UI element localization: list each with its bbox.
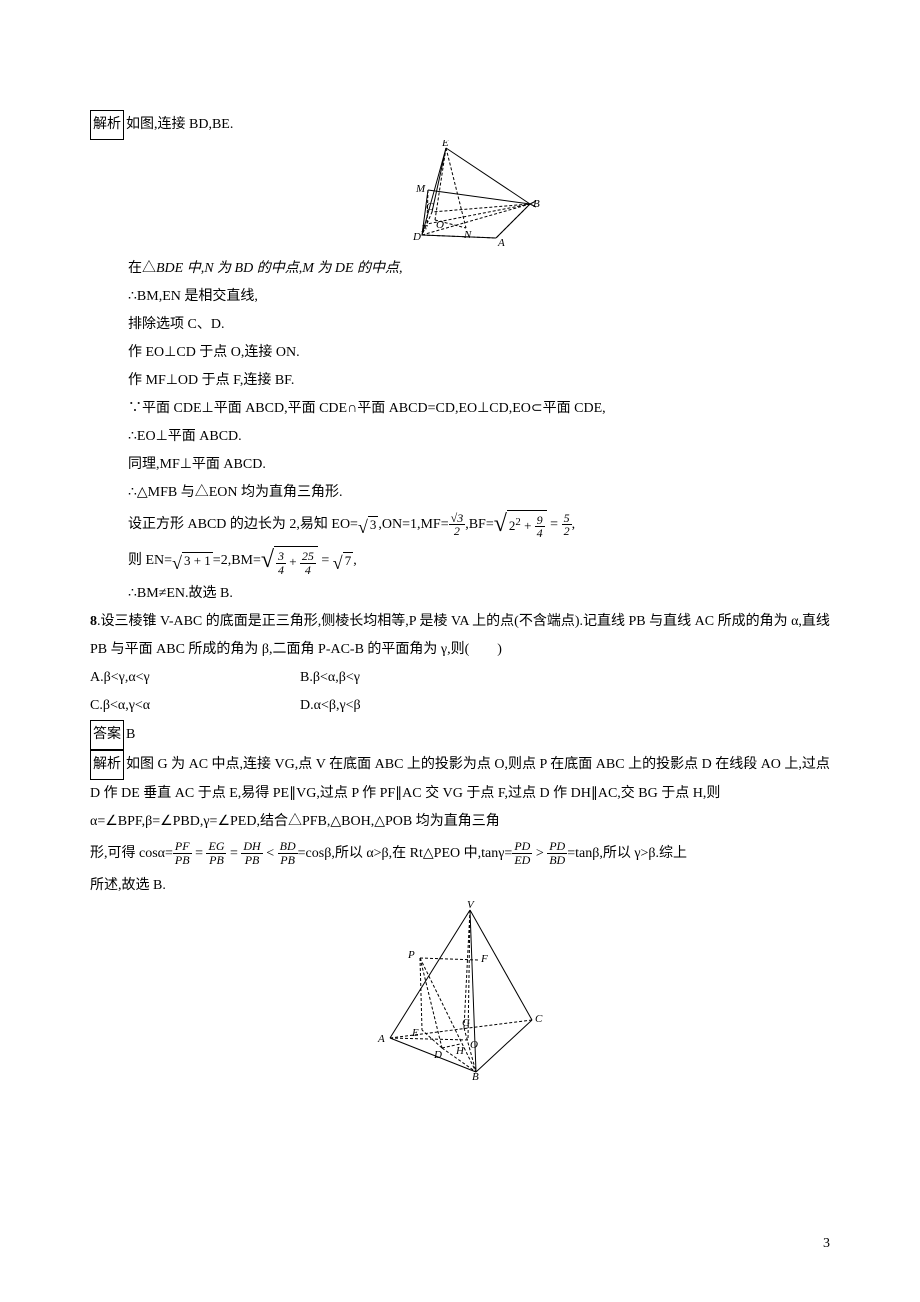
gt1: > (532, 846, 547, 861)
svg-text:H: H (455, 1045, 465, 1057)
sol7-step6: ∵平面 CDE⊥平面 ABCD,平面 CDE∩平面 ABCD=CD,EO⊥CD,… (90, 395, 830, 423)
q8-text: .设三棱锥 V-ABC 的底面是正三角形,侧棱长均相等,P 是棱 VA 上的点(… (90, 614, 830, 657)
eq1: = (192, 846, 207, 861)
sqrt-3: √3 (358, 516, 378, 534)
c2e: , (353, 553, 357, 568)
c2b: =2,BM= (213, 553, 261, 568)
figure-7: E B A D C M F O N (90, 140, 830, 255)
sol7-s1b: BDE 中,N 为 BD 的中点,M 为 DE 的中点, (156, 261, 403, 276)
svg-text:D: D (433, 1049, 442, 1061)
answer-label: 答案 (90, 720, 124, 750)
svg-text:E: E (441, 140, 449, 149)
svg-text:D: D (412, 231, 421, 243)
sol7-calc1: 设正方形 ABCD 的边长为 2,易知 EO=√3,ON=1,MF=√32,BF… (90, 507, 830, 543)
svg-text:A: A (497, 237, 505, 249)
q8-optB: B.β<α,β<γ (300, 664, 510, 692)
q8-num: 8 (90, 614, 97, 629)
frac-pf-pb: PFPB (173, 840, 192, 866)
frac-dh-pb: DHPB (241, 840, 262, 866)
sol7-step2: ∴BM,EN 是相交直线, (90, 283, 830, 311)
q8-answer: 答案B (90, 720, 830, 750)
svg-text:V: V (467, 900, 475, 911)
frac-pd-ed: PDED (512, 840, 532, 866)
sol7-step5: 作 MF⊥OD 于点 F,连接 BF. (90, 367, 830, 395)
page: 解析如图,连接 BD,BE. E (0, 0, 920, 1302)
sol7-step7: ∴EO⊥平面 ABCD. (90, 423, 830, 451)
q8b1: 形,可得 cosα= (90, 846, 173, 861)
figure-8-svg: V A B C P F E G D H O (370, 900, 550, 1080)
q8-optA: A.β<γ,α<γ (90, 664, 300, 692)
svg-text:E: E (411, 1027, 419, 1039)
frac-mf: √32 (449, 512, 466, 538)
sol7-step8: 同理,MF⊥平面 ABCD. (90, 451, 830, 479)
q8-analysis-c: 所述,故选 B. (90, 872, 830, 900)
q8-choices-row1: A.β<γ,α<γ B.β<α,β<γ (90, 664, 830, 692)
frac-eg-pb: EGPB (206, 840, 226, 866)
q8-choices-row2: C.β<α,γ<α D.α<β,γ<β (90, 692, 830, 720)
q8-optD: D.α<β,γ<β (300, 692, 510, 720)
svg-text:O: O (470, 1039, 478, 1051)
svg-text:A: A (377, 1033, 385, 1045)
q8-optC: C.β<α,γ<α (90, 692, 300, 720)
figure-8: V A B C P F E G D H O (90, 900, 830, 1085)
c1d: = (547, 517, 562, 532)
q8b2: =cosβ,所以 α>β,在 Rt△PEO 中,tanγ= (298, 846, 513, 861)
analysis-label: 解析 (90, 110, 124, 140)
c1b: ,ON=1,MF= (378, 517, 448, 532)
c1a: 设正方形 ABCD 的边长为 2,易知 EO= (128, 517, 358, 532)
svg-text:C: C (535, 1013, 543, 1025)
sqrt-bf: √22 + 94 (494, 510, 547, 540)
sqrt-7: √7 (333, 552, 353, 570)
sol7-conclusion: ∴BM≠EN.故选 B. (90, 580, 830, 608)
c1e: , (572, 517, 576, 532)
sol7-step4: 作 EO⊥CD 于点 O,连接 ON. (90, 339, 830, 367)
frac-bd-pb: BDPB (278, 840, 298, 866)
svg-text:G: G (462, 1017, 470, 1029)
sol7-calc2: 则 EN=√3 + 1=2,BM=√34 + 254 = √7, (90, 543, 830, 579)
eq2: = (226, 846, 241, 861)
sol7-s1a: 在△ (128, 261, 156, 276)
q8b3: =tanβ,所以 γ>β.综上 (567, 846, 687, 861)
frac-52: 52 (562, 512, 572, 538)
page-number: 3 (823, 1236, 830, 1252)
c2c: = (318, 553, 333, 568)
sol7-step9: ∴△MFB 与△EON 均为直角三角形. (90, 479, 830, 507)
question-8: 8.设三棱锥 V-ABC 的底面是正三角形,侧棱长均相等,P 是棱 VA 上的点… (90, 608, 830, 664)
svg-text:O: O (436, 219, 444, 231)
q8-answer-value: B (126, 727, 135, 742)
c2a: 则 EN= (128, 553, 172, 568)
analysis-label-2: 解析 (90, 750, 124, 780)
q8-analysis-b: 形,可得 cosα=PFPB = EGPB = DHPB < BDPB=cosβ… (90, 836, 830, 872)
svg-text:C: C (426, 201, 434, 213)
frac-pd-bd: PDBD (547, 840, 567, 866)
svg-text:P: P (407, 949, 415, 961)
q8-ana-a: 如图 G 为 AC 中点,连接 VG,点 V 在底面 ABC 上的投影为点 O,… (90, 757, 830, 829)
svg-text:N: N (463, 229, 472, 241)
sol7-step1: 在△BDE 中,N 为 BD 的中点,M 为 DE 的中点, (90, 255, 830, 283)
q8-analysis-a: 解析如图 G 为 AC 中点,连接 VG,点 V 在底面 ABC 上的投影为点 … (90, 750, 830, 836)
svg-text:F: F (420, 223, 428, 235)
sol7-intro-text: 如图,连接 BD,BE. (126, 117, 233, 132)
svg-text:B: B (533, 198, 540, 210)
sol7-step3: 排除选项 C、D. (90, 311, 830, 339)
svg-text:F: F (480, 953, 488, 965)
sqrt-bm: √34 + 254 (261, 546, 318, 576)
svg-text:B: B (472, 1071, 479, 1080)
sqrt-en: √3 + 1 (172, 552, 213, 570)
figure-7-svg: E B A D C M F O N (380, 140, 540, 250)
c1c: ,BF= (465, 517, 494, 532)
solution-7-intro: 解析如图,连接 BD,BE. (90, 110, 830, 140)
svg-text:M: M (415, 183, 426, 195)
lt1: < (263, 846, 278, 861)
